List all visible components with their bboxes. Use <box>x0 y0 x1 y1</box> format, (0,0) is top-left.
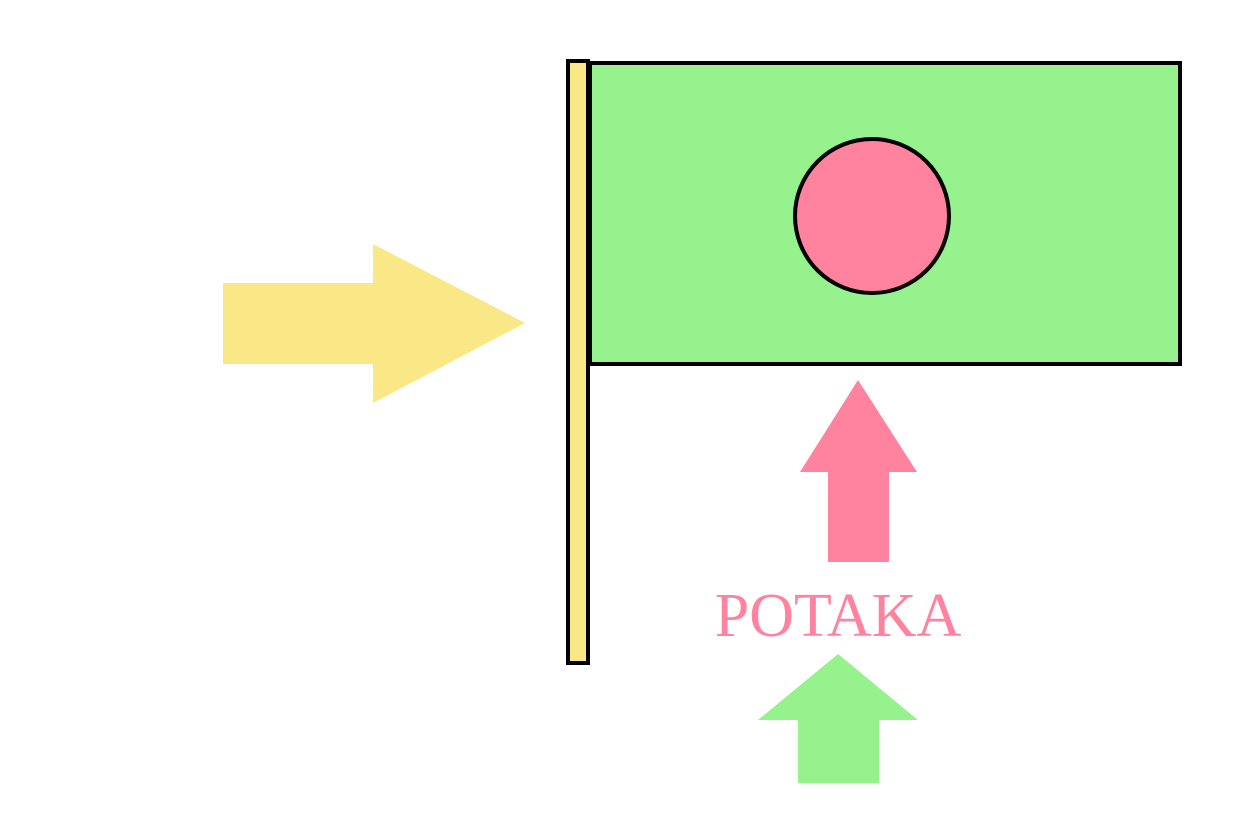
flag-pole <box>566 59 590 665</box>
flag-disc <box>793 137 951 295</box>
potaka-label: POTAKA <box>715 582 962 650</box>
pink-arrow-up <box>800 380 917 562</box>
yellow-arrow-right <box>223 244 525 403</box>
green-arrow-up <box>758 654 918 783</box>
